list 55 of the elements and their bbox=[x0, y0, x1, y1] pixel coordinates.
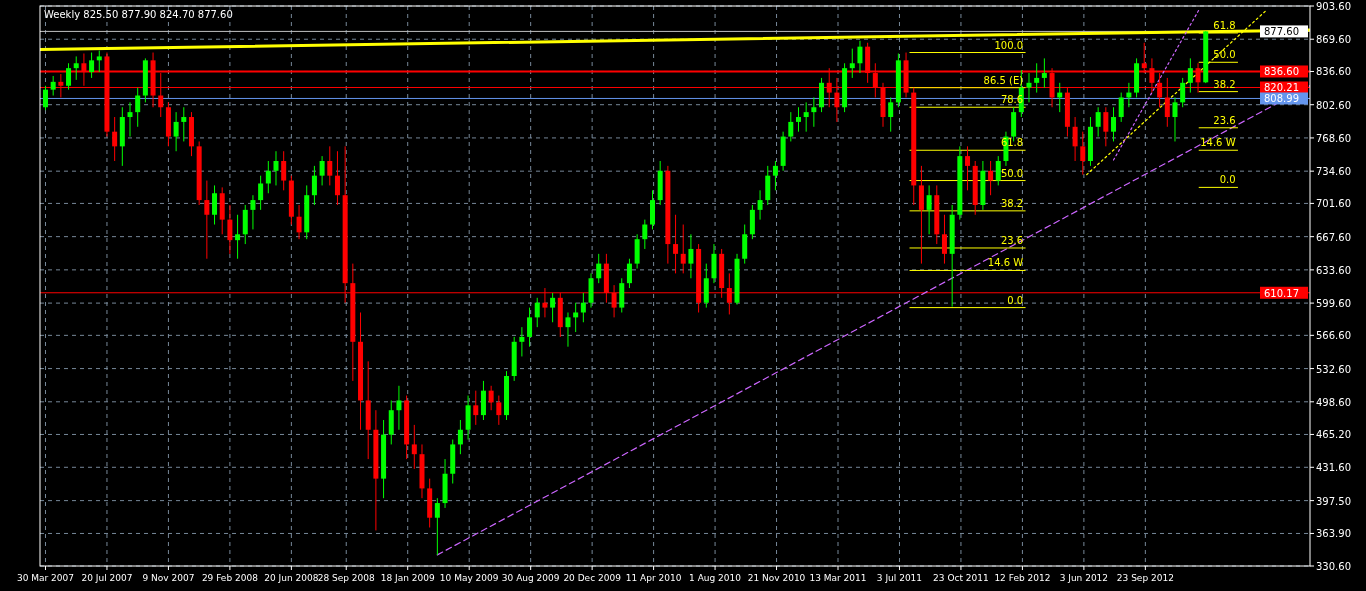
series-label: 38.2 bbox=[1000, 197, 1024, 209]
series-label: 61.8 bbox=[1213, 19, 1236, 31]
y-tick-label: 498.60 bbox=[1316, 396, 1351, 408]
series-label: 0.0 bbox=[1219, 174, 1236, 186]
y-tick-label: 566.60 bbox=[1316, 330, 1351, 342]
y-tick-label: 330.60 bbox=[1316, 561, 1351, 572]
series-label: 0.0 bbox=[1007, 294, 1024, 306]
x-tick-label: 21 Nov 2010 bbox=[747, 573, 806, 583]
ref-line-label: 836.60 bbox=[1264, 66, 1299, 78]
y-tick-label: 599.60 bbox=[1316, 298, 1351, 310]
x-tick-label: 23 Oct 2011 bbox=[933, 573, 989, 583]
x-tick-label: 9 Nov 2007 bbox=[142, 573, 195, 583]
x-tick-label: 18 Jan 2009 bbox=[380, 573, 435, 583]
y-tick-label: 768.60 bbox=[1316, 132, 1351, 144]
y-tick-label: 397.50 bbox=[1316, 495, 1351, 507]
x-tick-label: 1 Aug 2010 bbox=[689, 573, 742, 583]
x-tick-label: 20 Dec 2009 bbox=[563, 573, 622, 583]
x-tick-label: 20 Jul 2007 bbox=[81, 573, 133, 583]
x-tick-label: 30 Aug 2009 bbox=[501, 573, 560, 583]
series-label: 50.0 bbox=[1213, 49, 1236, 61]
y-tick-label: 667.60 bbox=[1316, 231, 1351, 243]
y-tick-label: 431.60 bbox=[1316, 462, 1351, 474]
y-tick-label: 802.60 bbox=[1316, 99, 1351, 111]
y-tick-label: 532.60 bbox=[1316, 363, 1351, 375]
ref-line-label: 808.99 bbox=[1264, 93, 1299, 105]
y-tick-label: 465.20 bbox=[1316, 429, 1351, 441]
series-label: 100.0 bbox=[994, 39, 1024, 51]
ref-line-label: 877.60 bbox=[1264, 26, 1299, 38]
series-label: 14.6 W bbox=[1200, 137, 1236, 149]
series-label: 23.6 bbox=[1213, 114, 1236, 126]
y-tick-label: 903.60 bbox=[1316, 1, 1351, 12]
x-tick-label: 3 Jul 2011 bbox=[876, 573, 923, 583]
y-tick-label: 734.60 bbox=[1316, 166, 1351, 178]
x-tick-label: 23 Sep 2012 bbox=[1116, 573, 1174, 583]
x-tick-label: 12 Feb 2012 bbox=[994, 573, 1051, 583]
ref-line-label: 610.17 bbox=[1264, 287, 1299, 299]
x-tick-label: 28 Sep 2008 bbox=[317, 573, 376, 583]
x-tick-label: 11 Apr 2010 bbox=[625, 573, 682, 583]
ref-line-label: 820.21 bbox=[1264, 82, 1299, 94]
series-label: 38.2 bbox=[1213, 78, 1236, 90]
series-label: 14.6 W bbox=[987, 257, 1024, 269]
series-label: 23.6 bbox=[1000, 234, 1024, 246]
x-tick-label: 13 Mar 2011 bbox=[809, 573, 867, 583]
x-tick-label: 20 Jun 2008 bbox=[264, 573, 319, 583]
y-tick-label: 836.60 bbox=[1316, 66, 1351, 78]
x-tick-label: 3 Jun 2012 bbox=[1059, 573, 1109, 583]
chart-title: Weekly 825.50 877.90 824.70 877.60 bbox=[44, 9, 233, 20]
y-tick-label: 701.60 bbox=[1316, 198, 1351, 210]
series-label: 50.0 bbox=[1000, 167, 1024, 179]
x-tick-label: 30 Mar 2007 bbox=[16, 573, 75, 583]
y-tick-label: 869.60 bbox=[1316, 34, 1351, 46]
x-tick-label: 10 May 2009 bbox=[439, 573, 499, 583]
y-tick-label: 363.90 bbox=[1316, 528, 1351, 540]
y-tick-label: 633.60 bbox=[1316, 264, 1351, 276]
x-tick-label: 29 Feb 2008 bbox=[201, 573, 259, 583]
